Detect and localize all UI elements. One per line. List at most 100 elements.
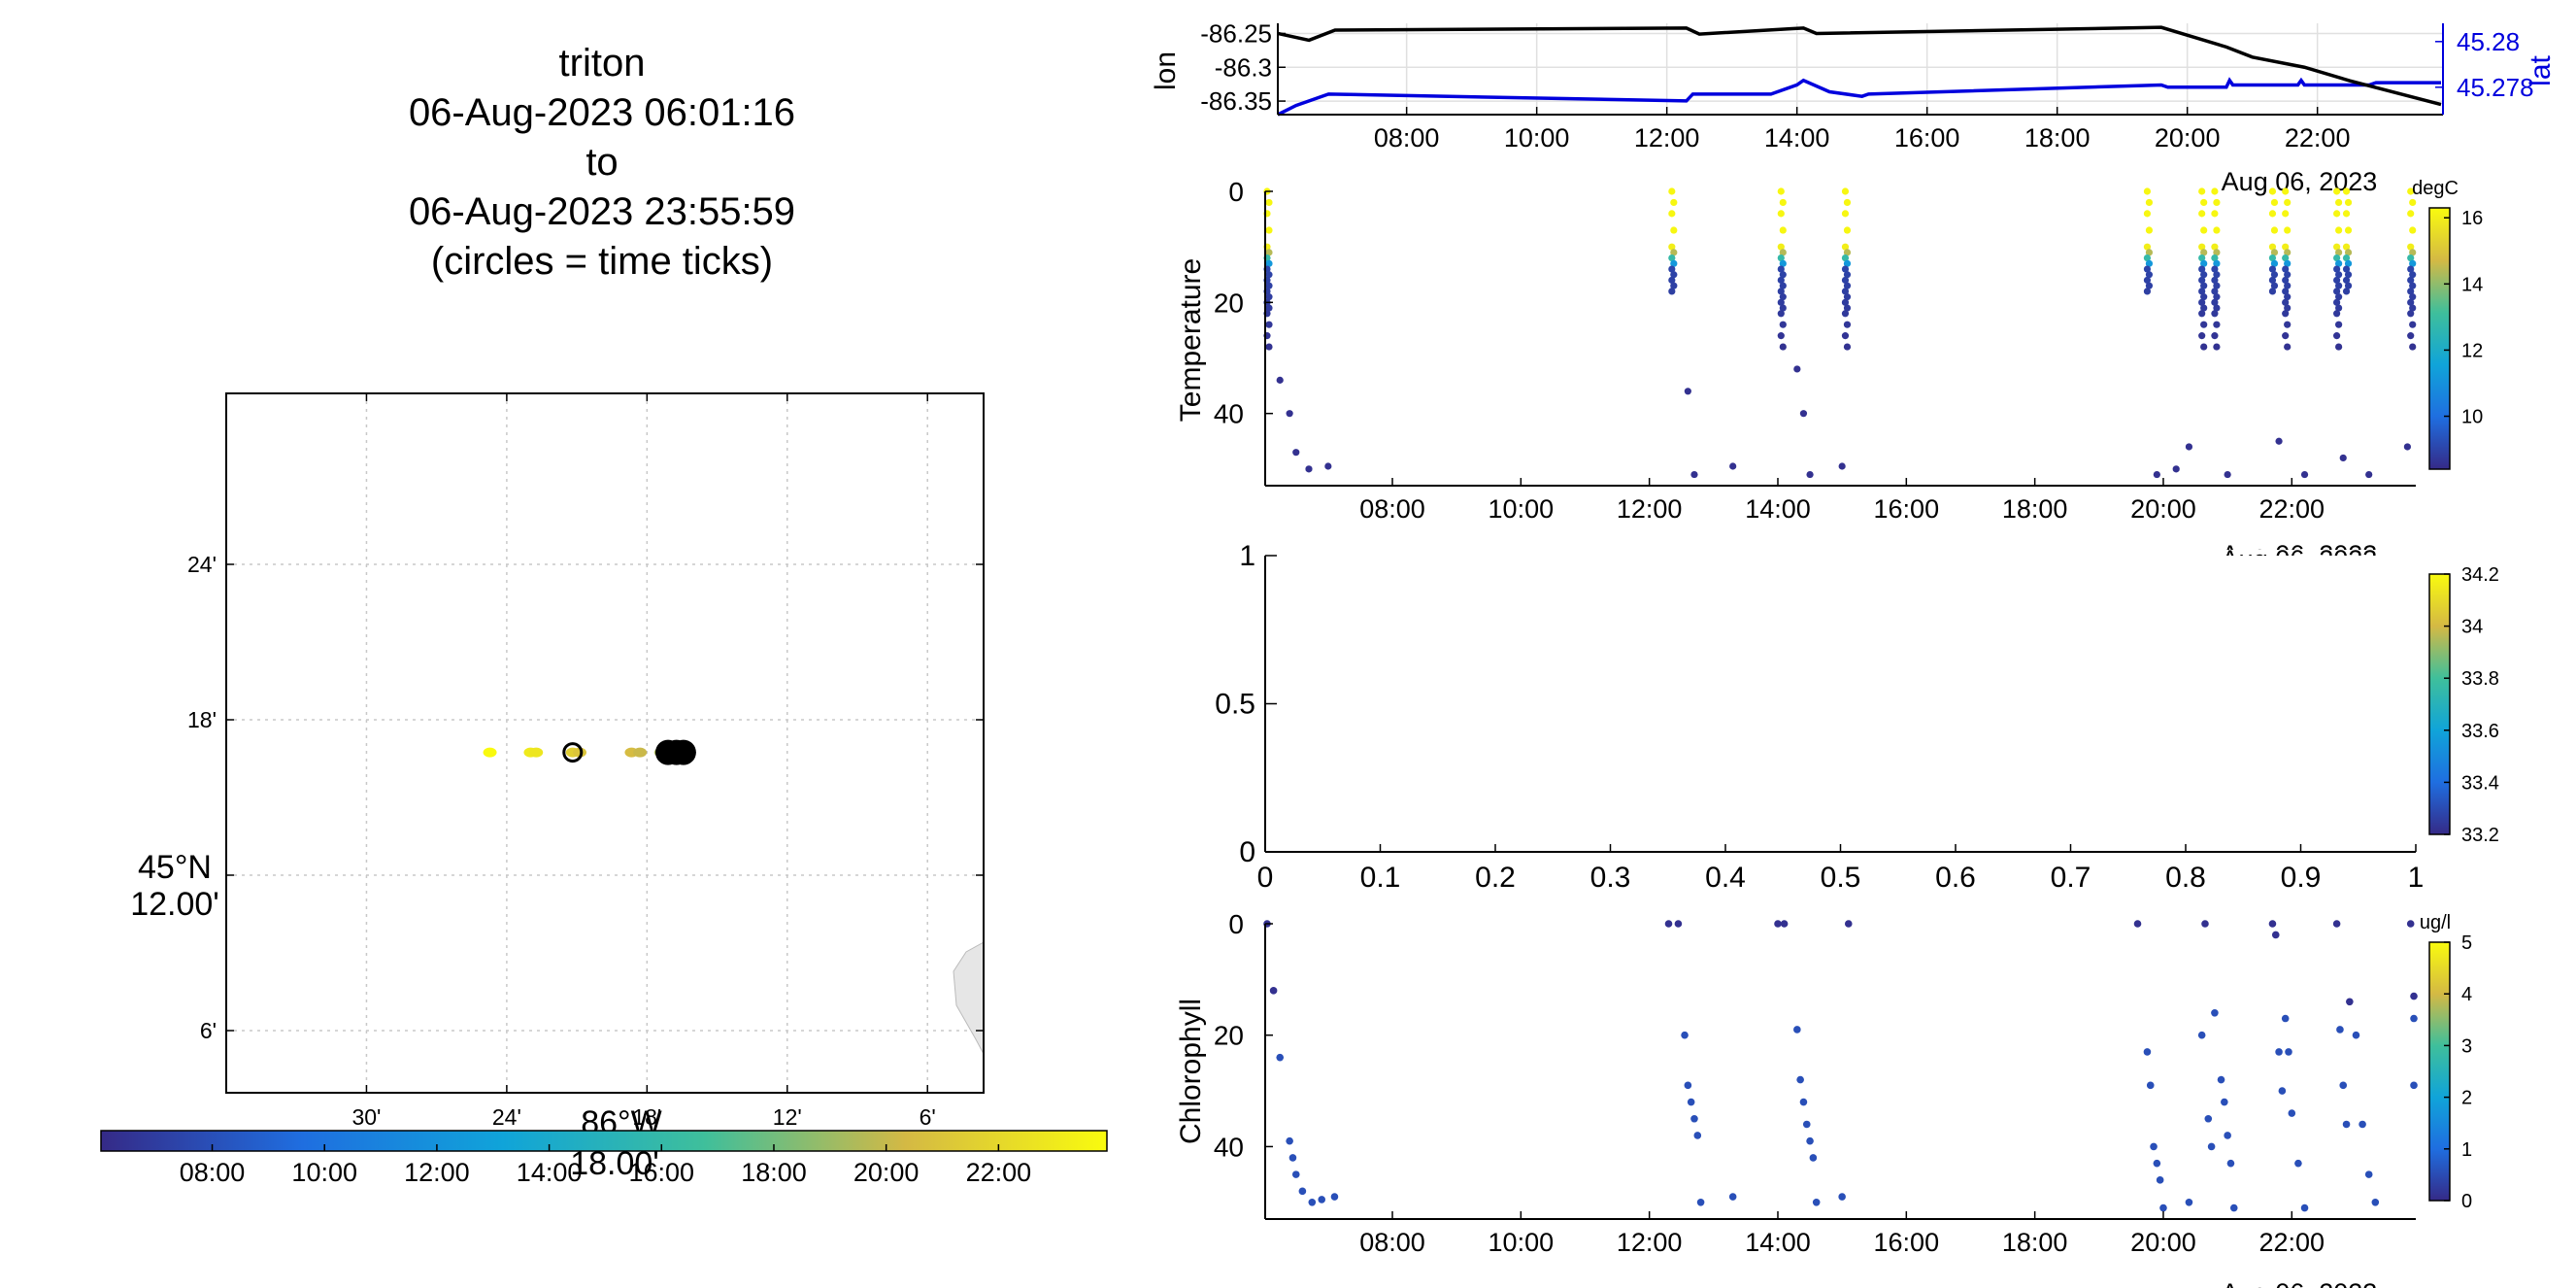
temperature-point [2268, 288, 2277, 295]
temperature-point [2200, 249, 2208, 256]
temperature-point [2198, 332, 2206, 340]
temperature-point [2282, 254, 2290, 262]
chlorophyll-point [1276, 1053, 1285, 1062]
temperature-point [1265, 198, 1273, 207]
chlorophyll-points [1263, 920, 2418, 1212]
temperature-point [2213, 249, 2221, 256]
temperature-point [2339, 454, 2347, 462]
temperature-point [2407, 243, 2415, 251]
empty-x-tick-label: 0.3 [1590, 862, 1631, 894]
temperature-point [2143, 265, 2152, 273]
lonlat-date-label: Aug 06, 2023 [2222, 167, 2378, 196]
temperature-point [2145, 226, 2154, 234]
temperature-point [1265, 293, 1273, 301]
map-ticks: 30' 24' 18' 12' 6' 24' 18' 6' [187, 393, 984, 1130]
lat-axis-label: lat [2525, 54, 2557, 85]
temperature-point [1265, 282, 1273, 289]
time-tick-label: 10:00 [1504, 123, 1570, 153]
temperature-point [2335, 343, 2343, 351]
temperature-point [1841, 265, 1850, 273]
temperature-point [2284, 249, 2292, 256]
chlorophyll-point [1802, 1120, 1811, 1129]
time-tick-label: 10:00 [1489, 494, 1555, 524]
temperature-point [2342, 187, 2351, 195]
temperature-point [2284, 198, 2292, 207]
temperature-point [2342, 210, 2351, 218]
temperature-point [2409, 249, 2417, 256]
time-tick-label: 10:00 [1489, 1228, 1555, 1257]
temperature-point [2270, 249, 2279, 256]
chlorophyll-point [1809, 1154, 1818, 1162]
temperature-point [2365, 470, 2373, 479]
temperature-point [2409, 321, 2417, 328]
temperature-point [2282, 288, 2290, 295]
chlorophyll-point [2410, 992, 2418, 1000]
temperature-point [1843, 271, 1852, 279]
temperature-point [2407, 298, 2415, 306]
time-tick-label: 14:00 [1745, 494, 1811, 524]
temperature-point [1777, 254, 1785, 262]
chlorophyll-point [2275, 1048, 2283, 1056]
chlorophyll-point [2229, 1203, 2238, 1212]
chlorophyll-point [1674, 920, 1683, 928]
temperature-point [2143, 276, 2152, 285]
temperature-point [1265, 343, 1273, 351]
colorbar-tick-label: 33.4 [2461, 772, 2499, 794]
time-tick-label: 08:00 [1359, 494, 1425, 524]
temperature-point [2409, 304, 2417, 312]
temperature-point [1668, 288, 1676, 295]
chlorophyll-point [1690, 1114, 1698, 1123]
temperature-point [1843, 304, 1852, 312]
temperature-point [2198, 310, 2206, 318]
temperature-point [2268, 254, 2277, 262]
temperature-point [2145, 198, 2154, 207]
temperature-point [1779, 249, 1787, 256]
lon-series-line [1277, 25, 2442, 107]
time-tick-label: 18:00 [2002, 1228, 2068, 1257]
temperature-point [1670, 259, 1678, 267]
track-cluster [670, 739, 696, 765]
temperature-colorbar-ticks: 16 14 12 10 [2444, 208, 2483, 428]
temperature-point [1838, 462, 1846, 470]
temperature-point [2185, 443, 2193, 451]
chlorophyll-point [2285, 1048, 2292, 1056]
temperature-point [1286, 410, 1293, 418]
temperature-point [2335, 259, 2343, 267]
temperature-point [2333, 265, 2341, 273]
title-platform: triton [558, 42, 646, 85]
chlorophyll-point [2336, 1026, 2344, 1034]
temperature-points [1263, 187, 2417, 479]
figure-title: triton 06-Aug-2023 06:01:16 to 06-Aug-20… [345, 39, 859, 287]
chlorophyll-point [1796, 1075, 1804, 1084]
temperature-point [2282, 298, 2290, 306]
time-tick-label: 16:00 [1874, 1228, 1940, 1257]
temperature-point [1793, 365, 1801, 373]
temperature-y-tick-label: 40 [1214, 399, 1244, 429]
temperature-point [2143, 243, 2152, 251]
temperature-point [1668, 254, 1676, 262]
temperature-point [2300, 470, 2309, 479]
temperature-point [2333, 254, 2341, 262]
track-point [529, 747, 544, 758]
temperature-point [2198, 265, 2206, 273]
lat-tick-label: 45.278 [2457, 73, 2534, 102]
temperature-point [1841, 276, 1850, 285]
temperature-point [2213, 271, 2221, 279]
temperature-point [1668, 265, 1676, 273]
title-end-time: 06-Aug-2023 23:55:59 [408, 190, 796, 233]
temperature-point [1777, 288, 1785, 295]
temperature-point [2145, 271, 2154, 279]
temperature-point [2282, 187, 2290, 195]
chlorophyll-point [2185, 1198, 2193, 1206]
lonlat-grid [1278, 23, 2443, 115]
chlorophyll-colorbar-unit: ug/l [2420, 912, 2451, 933]
chlorophyll-point [2342, 1120, 2351, 1129]
chlorophyll-point [2221, 1098, 2228, 1106]
chlorophyll-point [2406, 920, 2415, 928]
temperature-point [2335, 293, 2343, 301]
temperature-point [1265, 226, 1273, 234]
temperature-point [2224, 470, 2231, 479]
temperature-panel: 0 20 40 08:00 10:00 12:00 14:00 16:00 18:00 20:00… [1175, 177, 2483, 569]
map-lat-label-1: 45°N [138, 849, 212, 886]
